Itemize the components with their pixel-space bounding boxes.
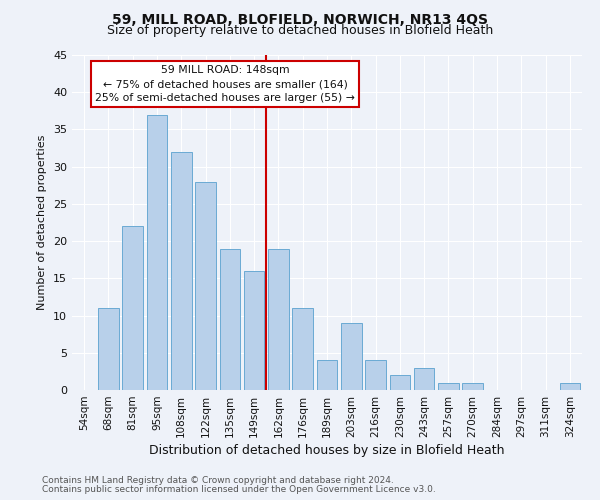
Bar <box>292 308 313 390</box>
Bar <box>341 323 362 390</box>
Text: Size of property relative to detached houses in Blofield Heath: Size of property relative to detached ho… <box>107 24 493 37</box>
Text: 59 MILL ROAD: 148sqm
← 75% of detached houses are smaller (164)
25% of semi-deta: 59 MILL ROAD: 148sqm ← 75% of detached h… <box>95 65 355 103</box>
Bar <box>220 248 240 390</box>
Bar <box>560 382 580 390</box>
Text: 59, MILL ROAD, BLOFIELD, NORWICH, NR13 4QS: 59, MILL ROAD, BLOFIELD, NORWICH, NR13 4… <box>112 12 488 26</box>
Bar <box>98 308 119 390</box>
Text: Contains public sector information licensed under the Open Government Licence v3: Contains public sector information licen… <box>42 484 436 494</box>
Bar <box>365 360 386 390</box>
Text: Contains HM Land Registry data © Crown copyright and database right 2024.: Contains HM Land Registry data © Crown c… <box>42 476 394 485</box>
X-axis label: Distribution of detached houses by size in Blofield Heath: Distribution of detached houses by size … <box>149 444 505 457</box>
Bar <box>122 226 143 390</box>
Bar <box>195 182 216 390</box>
Bar <box>146 114 167 390</box>
Bar <box>389 375 410 390</box>
Bar <box>463 382 483 390</box>
Bar <box>438 382 459 390</box>
Bar <box>317 360 337 390</box>
Bar <box>268 248 289 390</box>
Y-axis label: Number of detached properties: Number of detached properties <box>37 135 47 310</box>
Bar <box>171 152 191 390</box>
Bar <box>414 368 434 390</box>
Bar <box>244 271 265 390</box>
